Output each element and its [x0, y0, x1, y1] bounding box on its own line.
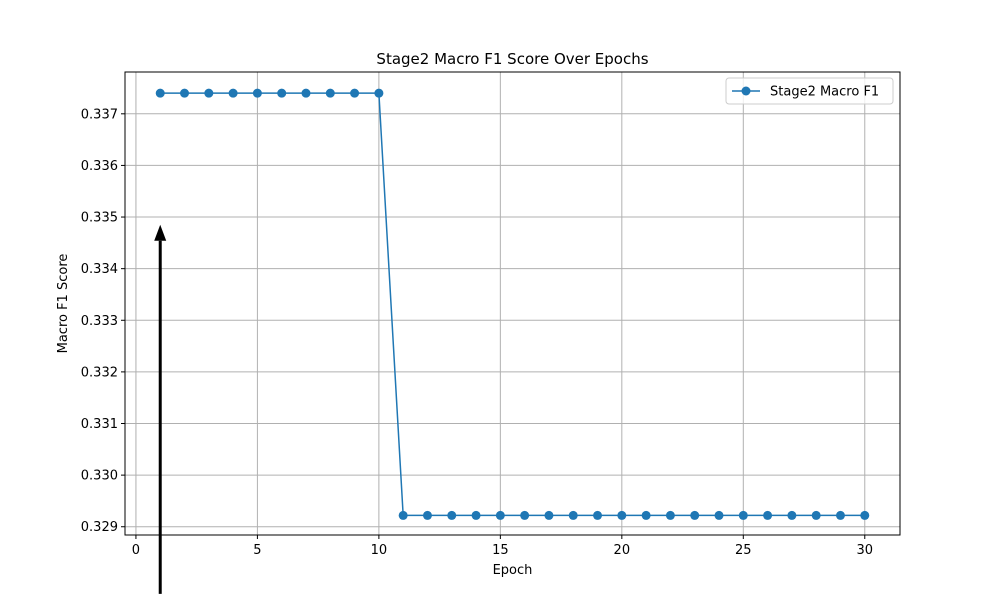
y-tick-label: 0.333 [81, 314, 118, 329]
data-point [495, 510, 505, 520]
data-point [860, 510, 870, 520]
data-point [763, 510, 773, 520]
x-tick-label: 25 [735, 543, 752, 558]
x-axis-ticks: 0 5 10 15 20 25 30 [132, 535, 873, 558]
legend-box [725, 77, 894, 105]
data-point [714, 510, 724, 520]
data-point [617, 510, 627, 520]
y-tick-label: 0.330 [81, 469, 118, 484]
data-point [301, 88, 311, 98]
legend-label: Stage2 Macro F1 [770, 85, 879, 100]
data-point [787, 510, 797, 520]
data-point [593, 510, 603, 520]
data-point [690, 510, 700, 520]
data-point [520, 510, 530, 520]
data-point [228, 88, 238, 98]
data-point [204, 88, 214, 98]
data-point [738, 510, 748, 520]
data-point [835, 510, 845, 520]
y-tick-label: 0.329 [81, 520, 118, 535]
data-point [252, 88, 262, 98]
data-point [374, 88, 384, 98]
data-point [471, 510, 481, 520]
annotation-arrow-head [154, 224, 167, 241]
y-tick-label: 0.331 [81, 417, 118, 432]
x-tick-label: 15 [492, 543, 509, 558]
data-point [422, 510, 432, 520]
y-tick-label: 0.332 [81, 365, 118, 380]
x-tick-label: 30 [856, 543, 873, 558]
x-tick-label: 5 [253, 543, 261, 558]
y-tick-label: 0.334 [81, 262, 118, 277]
data-point [277, 88, 287, 98]
y-tick-label: 0.337 [81, 107, 118, 122]
y-tick-label: 0.335 [81, 211, 118, 226]
x-tick-label: 0 [132, 543, 140, 558]
data-point [350, 88, 360, 98]
legend-marker-swatch [741, 86, 751, 96]
data-point [665, 510, 675, 520]
data-point [568, 510, 578, 520]
data-point [641, 510, 651, 520]
x-axis-label: Epoch [493, 563, 533, 578]
y-axis-label: Macro F1 Score [56, 254, 71, 354]
data-point [155, 88, 165, 98]
data-point [398, 510, 408, 520]
grid [125, 72, 900, 535]
legend: Stage2 Macro F1 [725, 77, 894, 105]
y-axis-ticks: 0.329 0.330 0.331 0.332 0.333 0.334 0.335 0.336… [81, 107, 125, 535]
plot-frame [124, 71, 901, 536]
series-layer [155, 88, 870, 520]
x-tick-label: 10 [371, 543, 388, 558]
data-point [811, 510, 821, 520]
data-point [180, 88, 190, 98]
data-point [325, 88, 335, 98]
data-point [447, 510, 457, 520]
chart-title: Stage2 Macro F1 Score Over Epochs [376, 50, 648, 68]
x-tick-label: 20 [614, 543, 631, 558]
y-tick-label: 0.336 [81, 159, 118, 174]
data-point [544, 510, 554, 520]
